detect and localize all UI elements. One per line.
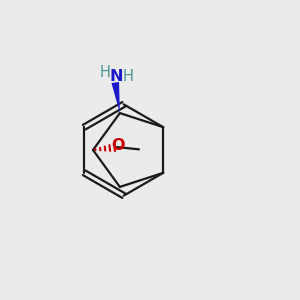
Text: N: N bbox=[109, 69, 123, 84]
Polygon shape bbox=[112, 82, 120, 113]
Text: H: H bbox=[122, 69, 133, 84]
Text: O: O bbox=[111, 138, 125, 153]
Text: H: H bbox=[100, 65, 111, 80]
